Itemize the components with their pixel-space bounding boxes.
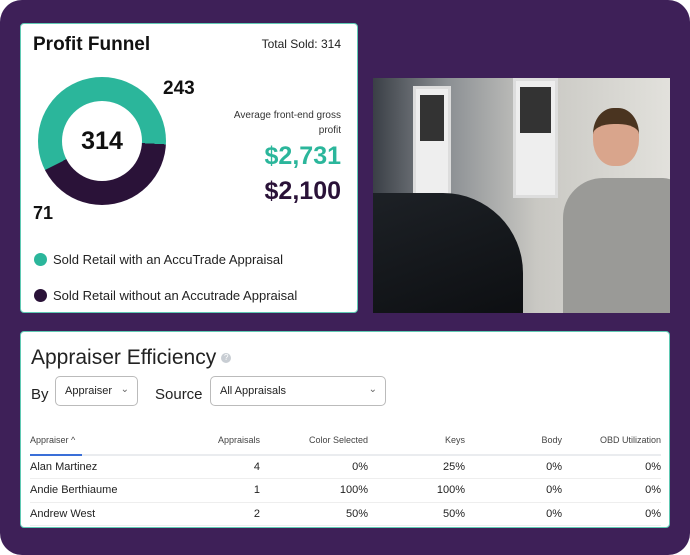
source-label: Source [155,386,203,403]
column-header-appraiser[interactable]: Appraiser ^ [30,425,120,456]
profit-funnel-title: Profit Funnel [33,34,151,55]
chevron-down-icon: ⌄ [120,384,129,395]
teal-dot-icon [34,253,47,266]
column-header-color-selected[interactable]: Color Selected [260,425,368,456]
with-appraisal-count: 243 [163,78,195,99]
table-row: Andie Berthiaume 1 100% 100% 0% 0% [30,478,661,503]
cell: 0% [465,502,562,526]
appraiser-efficiency-card: Appraiser Efficiency? By Appraiser ⌄ Sour… [20,331,670,528]
man-image [523,108,670,313]
without-appraisal-profit: $2,100 [264,177,341,205]
efficiency-table: Appraiser ^ Appraisals Color Selected Ke… [30,425,661,526]
cell: 0% [465,455,562,479]
car-image [373,193,523,313]
cell: 100% [368,478,465,503]
legend-label: Sold Retail without an Accutrade Apprais… [53,288,298,303]
with-appraisal-profit: $2,731 [264,142,341,170]
by-select[interactable]: Appraiser ⌄ [55,376,138,406]
source-select-value: All Appraisals [220,385,287,397]
wall-poster [513,78,558,198]
cell: Andie Berthiaume [30,478,120,503]
legend-item-without: Sold Retail without an Accutrade Apprais… [34,288,297,303]
column-header-keys[interactable]: Keys [368,425,465,456]
cell: 0% [260,455,368,479]
cell: 50% [260,502,368,526]
help-icon[interactable]: ? [221,353,232,364]
cell: 4 [120,455,260,479]
cell: 2 [120,502,260,526]
donut-chart: 314 [38,77,166,205]
by-label: By [31,386,49,403]
total-sold: Total Sold: 314 [261,37,341,51]
cell: Alan Martinez [30,455,120,479]
cell: 1 [120,478,260,503]
cell: 0% [562,478,661,503]
efficiency-title: Appraiser Efficiency? [31,346,232,370]
efficiency-title-text: Appraiser Efficiency [31,346,217,369]
table-row: Andrew West 2 50% 50% 0% 0% [30,502,661,526]
cell: 100% [260,478,368,503]
donut-center-value: 314 [62,101,142,181]
avg-profit-label: Average front-end gross profit [233,110,341,136]
chevron-down-icon: ⌄ [368,384,377,395]
legend-label: Sold Retail with an AccuTrade Appraisal [53,252,284,267]
table-row: Alan Martinez 4 0% 25% 0% 0% [30,455,661,479]
by-select-value: Appraiser [65,385,113,397]
cell: 50% [368,502,465,526]
cell: Andrew West [30,502,120,526]
column-header-body[interactable]: Body [465,425,562,456]
profit-funnel-card: Profit Funnel Total Sold: 314 314 243 71… [20,23,358,313]
purple-dot-icon [34,289,47,302]
cell: 0% [562,455,661,479]
cell: 25% [368,455,465,479]
source-select[interactable]: All Appraisals ⌄ [210,376,386,406]
cell: 0% [465,478,562,503]
cell: 0% [562,502,661,526]
column-header-obd[interactable]: OBD Utilization [562,425,661,456]
column-header-appraisals[interactable]: Appraisals [120,425,260,456]
legend-item-with: Sold Retail with an AccuTrade Appraisal [34,252,283,267]
wall-poster [413,86,451,206]
without-appraisal-count: 71 [33,203,54,223]
salesman-photo [373,78,670,313]
